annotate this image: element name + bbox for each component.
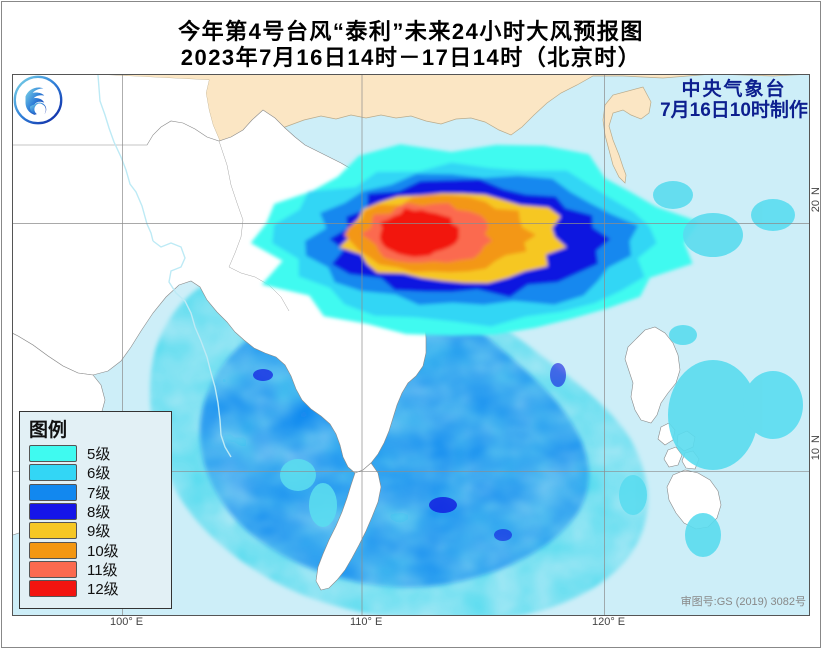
svg-text:7月16日10时制作: 7月16日10时制作 (660, 98, 808, 121)
svg-text:中央气象台: 中央气象台 (681, 77, 786, 100)
svg-text:审图号:GS (2019) 3082号: 审图号:GS (2019) 3082号 (681, 594, 806, 608)
